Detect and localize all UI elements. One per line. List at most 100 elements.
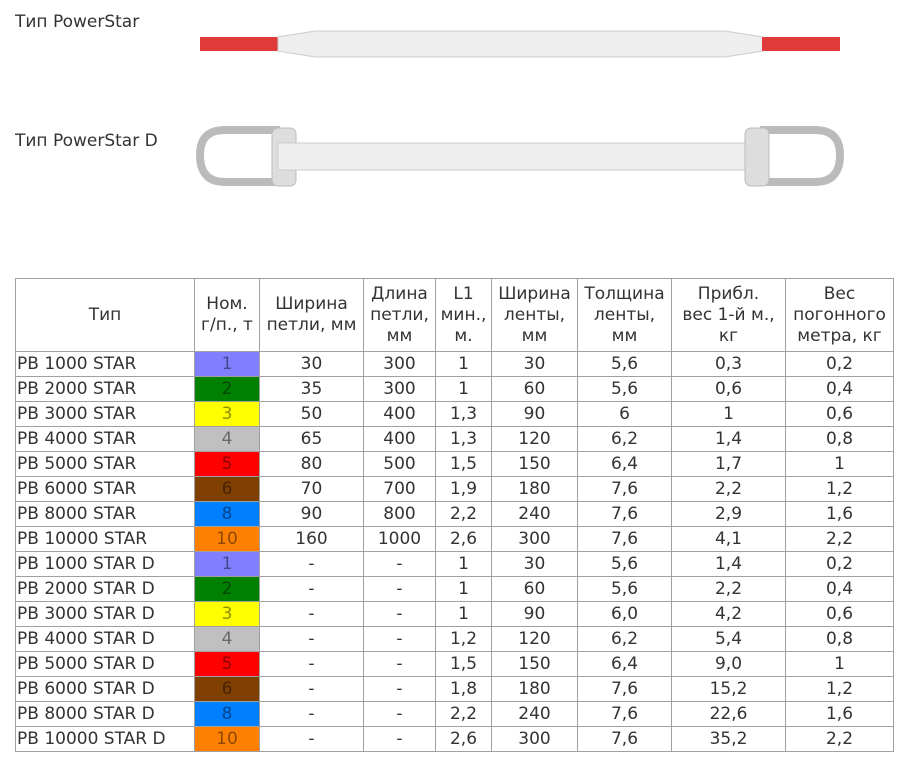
table-cell: 30 [259,351,364,377]
table-cell: 180 [491,676,578,702]
table-cell: 1 [671,401,786,427]
table-cell: 2,2 [785,726,894,752]
table-cell: 800 [363,501,436,527]
table-cell: 0,4 [785,576,894,602]
table-cell: 5,6 [577,351,672,377]
table-row: PB 10000 STAR D 10- -2,6 300 7,6 35,2 2,2 [15,726,894,752]
capacity-swatch: 1 [194,551,260,577]
table-cell: - [363,551,436,577]
table-cell: 22,6 [671,701,786,727]
table-cell: 150 [491,451,578,477]
table-cell: 60 [491,376,578,402]
table-cell: - [363,701,436,727]
table-cell: 120 [491,626,578,652]
header-cell: Тип [15,278,195,352]
table-cell: 4,2 [671,601,786,627]
table-row: PB 1000 STAR 1 30 300 1 30 5,6 0,3 0,2 [15,351,894,377]
table-cell: 70 [259,476,364,502]
table-row: PB 5000 STAR D 5- -1,5 150 6,4 9,0 1 [15,651,894,677]
table-cell: 5,6 [577,576,672,602]
header-cell: Ширина ленты, мм [491,278,578,352]
header-cell: Длина петли, мм [363,278,436,352]
table-cell: 1 [785,451,894,477]
table-cell: 65 [259,426,364,452]
table-cell: 7,6 [577,726,672,752]
table-cell: 9,0 [671,651,786,677]
capacity-swatch: 2 [194,376,260,402]
table-cell: 1 [435,551,492,577]
sling-body [277,142,764,171]
label: Тип PowerStar [15,12,140,32]
table-cell: 300 [491,526,578,552]
table-cell: PB 4000 STAR D [15,626,195,652]
table-cell: 400 [363,401,436,427]
table-cell: PB 10000 STAR D [15,726,195,752]
header-cell: Ширина петли, мм [259,278,364,352]
table-cell: 5,6 [577,376,672,402]
capacity-swatch: 2 [194,576,260,602]
table-cell: 2,2 [785,526,894,552]
table-row: PB 8000 STAR D 8- -2,2 240 7,6 22,6 1,6 [15,701,894,727]
table-cell: 160 [259,526,364,552]
table-row: PB 8000 STAR 8 90 800 2,2 240 7,6 2,9 1,6 [15,501,894,527]
table-cell: 1 [435,601,492,627]
table-cell: 2,6 [435,726,492,752]
table-cell: - [259,726,364,752]
table-cell: PB 3000 STAR D [15,601,195,627]
table-cell: 120 [491,426,578,452]
table-cell: 0,2 [785,351,894,377]
sling-end [200,37,280,51]
table-cell: 1,5 [435,651,492,677]
table-cell: 240 [491,501,578,527]
table-cell: PB 6000 STAR [15,476,195,502]
table-cell: 7,6 [577,526,672,552]
table-cell: 0,8 [785,626,894,652]
table-cell: - [363,626,436,652]
sling-drawings [195,30,845,187]
table-cell: 6,4 [577,451,672,477]
table-cell: 30 [491,351,578,377]
table-cell: 0,8 [785,426,894,452]
sling-end [762,37,840,51]
table-cell: 2,9 [671,501,786,527]
table-cell: PB 5000 STAR D [15,651,195,677]
table-cell: 6 [577,401,672,427]
table-cell: 4,1 [671,526,786,552]
table-cell: 50 [259,401,364,427]
table-cell: 15,2 [671,676,786,702]
table-cell: PB 3000 STAR [15,401,195,427]
table-cell: 1,8 [435,676,492,702]
table-row: PB 2000 STAR 2 35 300 1 60 5,6 0,6 0,4 [15,376,894,402]
table-row: PB 6000 STAR 6 70 700 1,9 180 7,6 2,2 1,2 [15,476,894,502]
table-cell: 6,4 [577,651,672,677]
table-cell: - [363,576,436,602]
table-cell: 1 [435,376,492,402]
table-cell: 35,2 [671,726,786,752]
table-cell: - [259,601,364,627]
table-cell: 180 [491,476,578,502]
capacity-swatch: 3 [194,401,260,427]
table-cell: PB 1000 STAR [15,351,195,377]
table-cell: - [363,651,436,677]
table-cell: 1,6 [785,501,894,527]
table-cell: 0,4 [785,376,894,402]
table-cell: 1,3 [435,401,492,427]
table-cell: - [259,676,364,702]
table-cell: - [363,726,436,752]
table-cell: 6,2 [577,626,672,652]
capacity-swatch: 1 [194,351,260,377]
table-cell: PB 2000 STAR D [15,576,195,602]
table-cell: 1,7 [671,451,786,477]
table-cell: 1 [435,576,492,602]
sling-fitting [744,127,770,187]
table-cell: 1,5 [435,451,492,477]
table-row: PB 6000 STAR D 6- -1,8 180 7,6 15,2 1,2 [15,676,894,702]
table-cell: 240 [491,701,578,727]
table-cell: 7,6 [577,476,672,502]
table-cell: 1,4 [671,551,786,577]
table-cell: 700 [363,476,436,502]
table-cell: 6,0 [577,601,672,627]
table-cell: 90 [259,501,364,527]
table-cell: 300 [363,376,436,402]
